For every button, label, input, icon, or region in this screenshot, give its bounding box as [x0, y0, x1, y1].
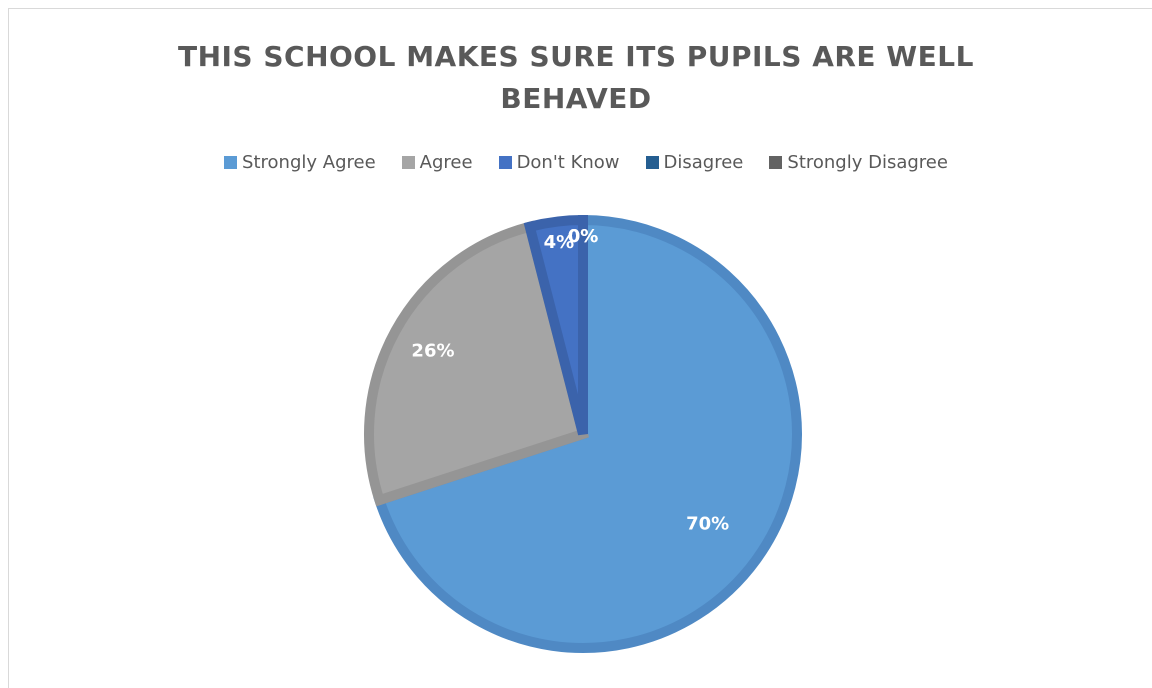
legend-swatch-agree	[401, 156, 415, 169]
legend-swatch-dont-know	[498, 156, 512, 169]
legend-label-strongly-disagree: Strongly Disagree	[787, 152, 948, 173]
data-label-strongly-agree: 70%	[686, 514, 729, 535]
legend-item-disagree: Disagree	[645, 152, 744, 173]
pie-slice-agree	[364, 220, 590, 507]
legend-swatch-strongly-agree	[224, 156, 238, 169]
chart-title-line-2: BEHAVED	[500, 82, 652, 115]
legend-label-dont-know: Don't Know	[516, 152, 620, 173]
data-label-don-t-know: 4%	[544, 232, 575, 253]
pie-slices	[364, 214, 802, 653]
legend-item-agree: Agree	[401, 152, 473, 173]
chart-title: THIS SCHOOL MAKES SURE ITS PUPILS ARE WE…	[0, 36, 1152, 120]
legend-swatch-disagree	[645, 156, 659, 169]
data-label-agree: 26%	[411, 341, 454, 362]
pie-data-labels: 70%26%4%0%0%	[411, 226, 729, 534]
legend-item-strongly-disagree: Strongly Disagree	[769, 152, 948, 173]
legend-item-strongly-agree: Strongly Agree	[224, 152, 376, 173]
chart-title-line-1: THIS SCHOOL MAKES SURE ITS PUPILS ARE WE…	[177, 40, 974, 73]
chart-legend: Strongly Agree Agree Don't Know Disagree…	[0, 152, 1152, 173]
legend-label-agree: Agree	[419, 152, 473, 173]
data-label-strongly-disagree: 0%	[568, 226, 599, 247]
legend-item-dont-know: Don't Know	[498, 152, 620, 173]
pie-slice-strongly-agree	[373, 214, 802, 653]
data-label-disagree: 0%	[568, 226, 599, 247]
legend-swatch-strongly-disagree	[769, 156, 783, 169]
legend-label-strongly-agree: Strongly Agree	[242, 152, 376, 173]
legend-label-disagree: Disagree	[663, 152, 744, 173]
pie-slice-don-t-know	[523, 214, 588, 436]
